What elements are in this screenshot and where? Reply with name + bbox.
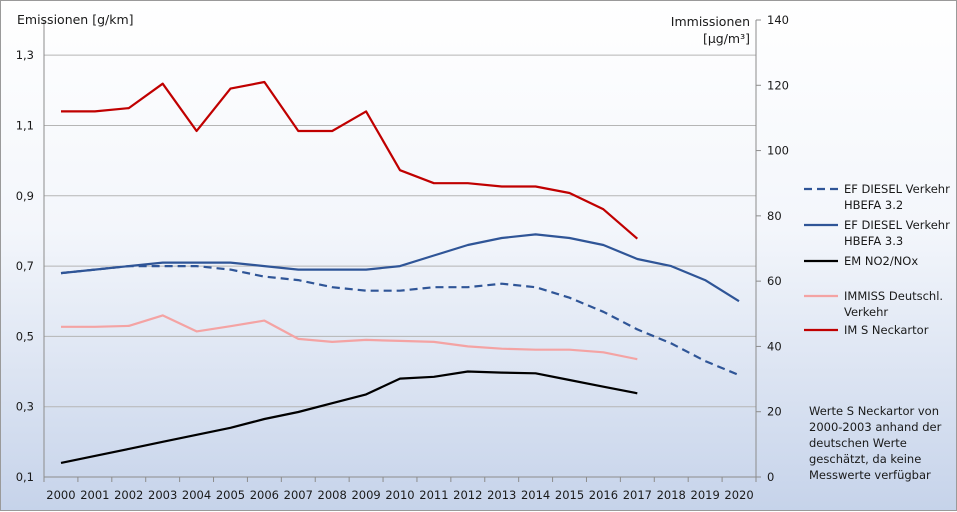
x-tick-label: 2000 (46, 488, 75, 502)
left-tick-label: 0,9 (16, 189, 34, 203)
x-tick-label: 2006 (250, 488, 279, 502)
right-tick-label: 0 (767, 470, 774, 484)
series-lines (60, 80, 740, 464)
left-tick-label: 0,5 (16, 329, 34, 343)
x-axis-ticks: 2000 2001 2002 2003 2004 2005 2006 2007 2008 2009… (43, 477, 757, 502)
right-tick-label: 40 (767, 339, 782, 353)
x-tick-label: 2016 (589, 488, 618, 502)
x-tick-label: 2002 (114, 488, 143, 502)
x-tick-label: 2011 (419, 488, 448, 502)
x-tick-label: 2012 (453, 488, 482, 502)
right-tick-label: 100 (767, 144, 789, 158)
right-tick-label: 60 (767, 274, 782, 288)
right-tick-label: 140 (767, 13, 789, 27)
note-line: deutschen Werte (809, 436, 907, 450)
x-tick-label: 2017 (623, 488, 652, 502)
right-tick-label: 20 (767, 405, 782, 419)
note-line: geschätzt, da keine (809, 452, 921, 466)
plot-area (43, 20, 757, 478)
x-tick-label: 2019 (691, 488, 720, 502)
annotation-note: Werte S Neckartor von 2000-2003 anhand d… (809, 404, 942, 482)
x-tick-label: 2003 (148, 488, 177, 502)
gridlines (44, 54, 756, 478)
legend-label: EM NO2/NOx (844, 254, 918, 268)
x-tick-label: 2001 (80, 488, 109, 502)
x-tick-label: 2007 (284, 488, 313, 502)
note-line: Messwerte verfügbar (809, 468, 931, 482)
series-line (61, 80, 639, 240)
right-axis-ticks: 0 20 40 60 80 100 120 140 (756, 13, 789, 484)
series-line (61, 314, 638, 361)
left-tick-label: 1,1 (16, 118, 34, 132)
x-tick-label: 2008 (318, 488, 347, 502)
note-line: Werte S Neckartor von (809, 404, 939, 418)
legend-label: HBEFA 3.3 (844, 234, 903, 248)
legend-label: Verkehr (844, 305, 888, 319)
series-line (60, 370, 638, 464)
x-tick-label: 2014 (521, 488, 550, 502)
legend-label: IMMISS Deutschl. (844, 289, 943, 303)
note-line: 2000-2003 anhand der (809, 420, 942, 434)
legend: EF DIESEL Verkehr HBEFA 3.2 EF DIESEL Verk… (804, 182, 950, 337)
series-line (60, 233, 740, 303)
x-tick-label: 2020 (724, 488, 753, 502)
left-tick-label: 0,7 (16, 259, 34, 273)
left-tick-label: 0,1 (16, 470, 34, 484)
left-axis-title: Emissionen [g/km] (17, 12, 134, 27)
legend-label: HBEFA 3.2 (844, 198, 903, 212)
legend-label: IM S Neckartor (844, 323, 929, 337)
x-tick-label: 2009 (351, 488, 380, 502)
x-tick-label: 2015 (555, 488, 584, 502)
x-tick-label: 2005 (216, 488, 245, 502)
left-axis-ticks: 0,1 0,3 0,5 0,7 0,9 1,1 1,3 (16, 48, 34, 484)
right-axis-title-line1: Immissionen (671, 14, 750, 29)
left-tick-label: 1,3 (16, 48, 34, 62)
x-tick-label: 2018 (657, 488, 686, 502)
right-axis-title-line2: [µg/m³] (703, 31, 750, 46)
x-tick-label: 2010 (385, 488, 414, 502)
x-tick-label: 2013 (487, 488, 516, 502)
series-line (60, 265, 740, 377)
right-tick-label: 120 (767, 78, 789, 92)
legend-label: EF DIESEL Verkehr (844, 182, 950, 196)
right-tick-label: 80 (767, 209, 782, 223)
left-tick-label: 0,3 (16, 400, 34, 414)
x-tick-label: 2004 (182, 488, 211, 502)
legend-label: EF DIESEL Verkehr (844, 218, 950, 232)
